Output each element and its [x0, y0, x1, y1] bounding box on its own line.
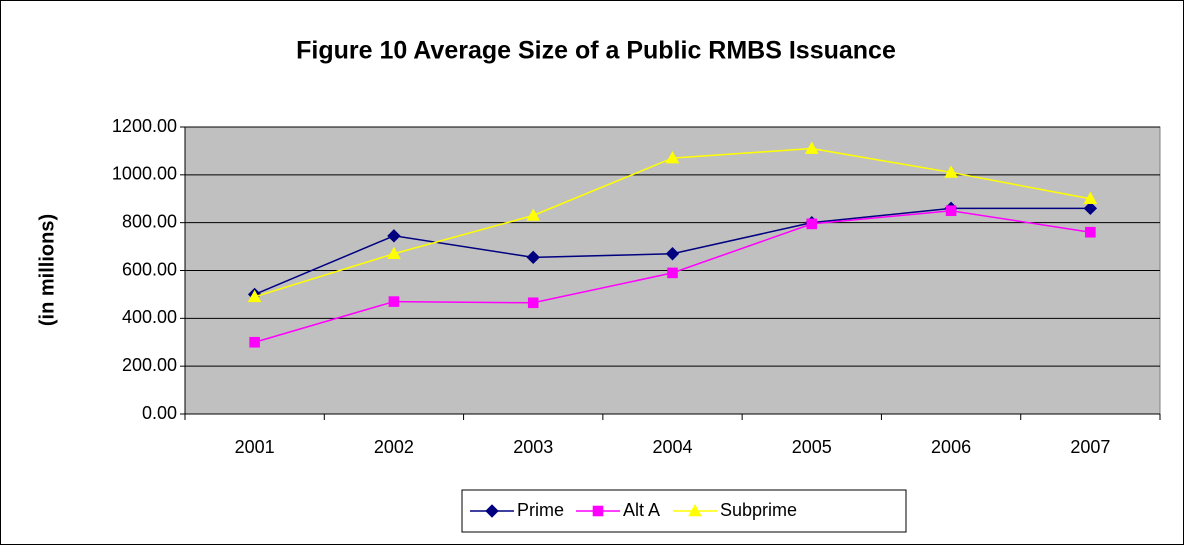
y-tick-label: 600.00 — [122, 259, 177, 279]
legend-marker — [592, 505, 604, 517]
data-point — [1083, 191, 1098, 205]
data-point — [387, 229, 401, 243]
data-point — [249, 336, 260, 348]
y-tick-label: 0.00 — [142, 403, 177, 423]
legend-marker — [688, 503, 702, 517]
x-tick-label: 2002 — [374, 437, 414, 457]
x-tick-label: 2001 — [235, 437, 275, 457]
x-tick-label: 2004 — [652, 437, 692, 457]
legend-label: Prime — [517, 500, 564, 520]
chart-title: Figure 10 Average Size of a Public RMBS … — [296, 37, 896, 65]
data-point — [247, 289, 262, 303]
data-point — [945, 205, 957, 217]
legend-label: Subprime — [720, 500, 797, 520]
data-point — [667, 267, 678, 279]
data-point — [806, 218, 818, 230]
x-tick-label: 2007 — [1070, 437, 1110, 457]
x-tick-label: 2006 — [931, 437, 971, 457]
y-axis-label: (in millions) — [36, 214, 58, 326]
y-tick-label: 200.00 — [122, 355, 177, 375]
y-tick-label: 1200.00 — [112, 116, 177, 136]
data-point — [1083, 201, 1098, 216]
data-point — [665, 247, 680, 261]
legend-label: Alt A — [623, 500, 660, 520]
data-point — [1085, 226, 1096, 238]
x-tick-label: 2003 — [513, 437, 553, 457]
x-tick-label: 2005 — [792, 437, 832, 457]
data-point — [944, 165, 958, 178]
data-point — [527, 297, 539, 309]
y-tick-label: 400.00 — [122, 307, 177, 327]
data-point — [804, 141, 819, 154]
y-tick-label: 800.00 — [122, 211, 177, 231]
data-point — [526, 208, 541, 221]
data-point — [387, 246, 401, 260]
y-tick-label: 1000.00 — [112, 164, 177, 184]
data-point — [526, 250, 540, 265]
legend-marker — [485, 504, 499, 518]
data-point — [388, 296, 400, 307]
data-point — [665, 151, 680, 164]
